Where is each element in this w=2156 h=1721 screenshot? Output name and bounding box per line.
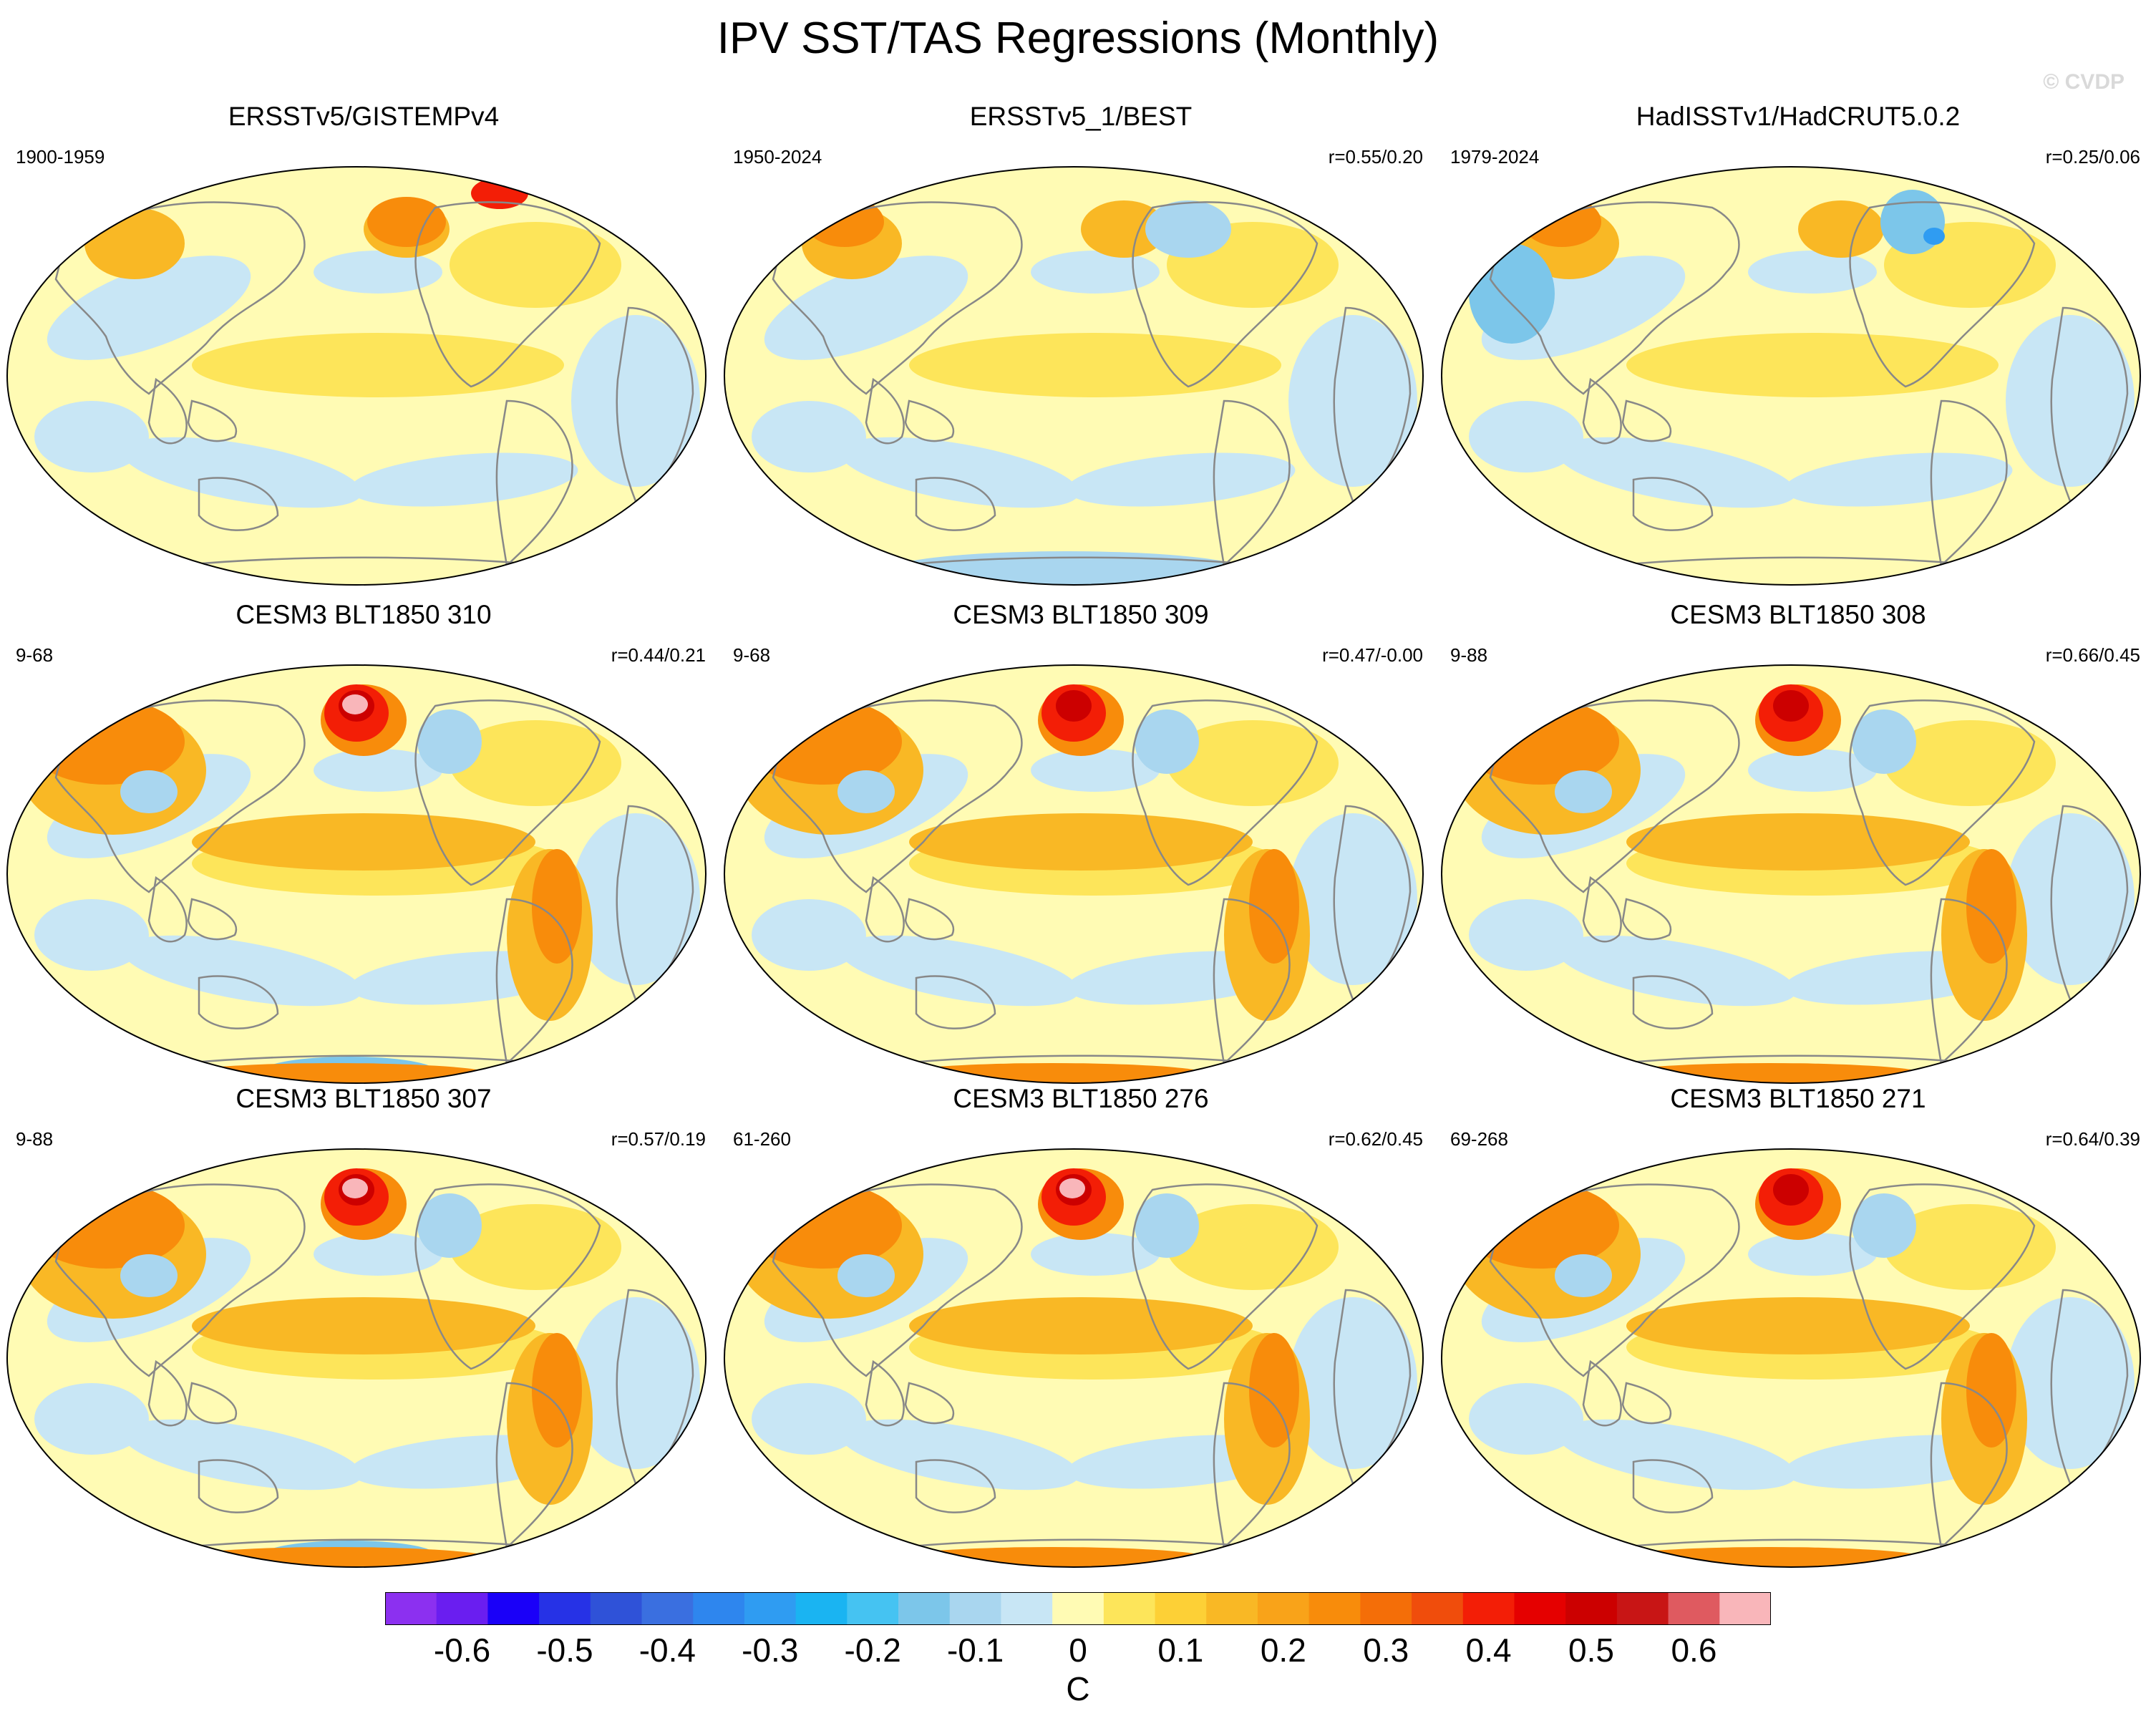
colorbar-swatch: [1001, 1592, 1053, 1625]
colorbar-swatch: [1616, 1592, 1669, 1625]
colorbar-tick-label: 0.1: [1157, 1632, 1204, 1669]
world-map: [6, 664, 706, 1084]
panel-title: ERSSTv5_1/BEST: [969, 102, 1193, 131]
panel-title: CESM3 BLT1850 276: [953, 1084, 1209, 1113]
colorbar-swatch: [1668, 1592, 1720, 1625]
colorbar-swatch: [1308, 1592, 1361, 1625]
colorbar-swatch: [1462, 1592, 1515, 1625]
panel-title: CESM3 BLT1850 308: [1670, 600, 1926, 629]
world-map: [1441, 1148, 2141, 1568]
colorbar-swatch: [1103, 1592, 1156, 1625]
colorbar-swatch: [487, 1592, 540, 1625]
colorbar-swatch: [1052, 1592, 1104, 1625]
colorbar-tick-label: -0.5: [536, 1632, 593, 1669]
colorbar-tick-label: 0.2: [1260, 1632, 1306, 1669]
panel-correlation: r=0.62/0.45: [1328, 1128, 1423, 1150]
panel-title: CESM3 BLT1850 307: [235, 1084, 492, 1113]
panel-correlation: r=0.66/0.45: [2045, 644, 2140, 666]
panel-title: HadISSTv1/HadCRUT5.0.2: [1636, 102, 1961, 131]
panel-correlation: r=0.25/0.06: [2045, 146, 2140, 168]
colorbar-swatch: [1155, 1592, 1207, 1625]
panel-correlation: r=0.57/0.19: [611, 1128, 706, 1150]
panel-period: 9-88: [16, 1128, 54, 1150]
map-panel: CESM3 BLT1850 308 9-88 r=0.66/0.45: [1440, 600, 2156, 1087]
colorbar-tick-label: 0: [1069, 1632, 1087, 1669]
panel-title: CESM3 BLT1850 271: [1670, 1084, 1926, 1113]
colorbar-swatch: [1257, 1592, 1310, 1625]
colorbar-swatch: [436, 1592, 488, 1625]
colorbar-tick-label: -0.1: [946, 1632, 1004, 1669]
panel-period: 9-88: [1450, 644, 1488, 666]
panel-correlation: r=0.64/0.39: [2045, 1128, 2140, 1150]
colorbar-swatch: [847, 1592, 899, 1625]
map-panel: CESM3 BLT1850 307 9-88 r=0.57/0.19: [6, 1084, 722, 1571]
colorbar-tick-label: 0.4: [1465, 1632, 1512, 1669]
colorbar-tick-label: -0.2: [844, 1632, 901, 1669]
map-panel: CESM3 BLT1850 309 9-68 r=0.47/-0.00: [723, 600, 1439, 1087]
panel-period: 1950-2024: [733, 146, 822, 168]
colorbar-swatch: [1412, 1592, 1464, 1625]
figure-title: IPV SST/TAS Regressions (Monthly): [717, 14, 1439, 63]
colorbar-swatch: [744, 1592, 797, 1625]
world-map: [1441, 166, 2141, 586]
map-panel: CESM3 BLT1850 271 69-268 r=0.64/0.39: [1440, 1084, 2156, 1571]
colorbar-swatch: [1719, 1592, 1771, 1625]
panel-period: 61-260: [733, 1128, 791, 1150]
panel-title: ERSSTv5/GISTEMPv4: [228, 102, 500, 131]
colorbar-swatch: [1514, 1592, 1566, 1625]
colorbar-swatch: [539, 1592, 591, 1625]
world-map: [6, 166, 706, 586]
panel-period: 69-268: [1450, 1128, 1508, 1150]
map-panel: CESM3 BLT1850 276 61-260 r=0.62/0.45: [723, 1084, 1439, 1571]
panel-correlation: r=0.47/-0.00: [1322, 644, 1423, 666]
map-panel: CESM3 BLT1850 310 9-68 r=0.44/0.21: [6, 600, 722, 1087]
colorbar-swatch: [949, 1592, 1001, 1625]
colorbar-swatch: [1206, 1592, 1258, 1625]
panel-correlation: r=0.55/0.20: [1328, 146, 1423, 168]
colorbar-swatch: [1565, 1592, 1618, 1625]
panel-period: 1979-2024: [1450, 146, 1540, 168]
world-map: [724, 1148, 1424, 1568]
colorbar-tick-label: -0.4: [638, 1632, 696, 1669]
colorbar-tick-label: 0.3: [1363, 1632, 1409, 1669]
world-map: [6, 1148, 706, 1568]
colorbar-swatch: [641, 1592, 694, 1625]
map-panel: ERSSTv5/GISTEMPv4 1900-1959: [6, 102, 722, 588]
colorbar-swatch: [795, 1592, 848, 1625]
map-panel: HadISSTv1/HadCRUT5.0.2 1979-2024 r=0.25/0.…: [1440, 102, 2156, 588]
colorbar-swatch: [590, 1592, 643, 1625]
colorbar-swatch: [1360, 1592, 1412, 1625]
colorbar-units: C: [1066, 1670, 1090, 1707]
panel-title: CESM3 BLT1850 310: [235, 600, 492, 629]
colorbar-swatch: [898, 1592, 951, 1625]
panel-period: 9-68: [733, 644, 771, 666]
panel-period: 1900-1959: [16, 146, 105, 168]
colorbar-tick-label: 0.5: [1568, 1632, 1615, 1669]
colorbar-tick-label: -0.6: [433, 1632, 491, 1669]
world-map: [724, 166, 1424, 586]
map-panel: ERSSTv5_1/BEST 1950-2024 r=0.55/0.20: [723, 102, 1439, 588]
world-map: [724, 664, 1424, 1084]
colorbar-tick-label: -0.3: [742, 1632, 799, 1669]
panel-period: 9-68: [16, 644, 54, 666]
panel-title: CESM3 BLT1850 309: [953, 600, 1209, 629]
colorbar-swatch: [693, 1592, 745, 1625]
panel-correlation: r=0.44/0.21: [611, 644, 706, 666]
colorbar: [385, 1592, 1771, 1625]
watermark: © CVDP: [2043, 70, 2125, 94]
colorbar-tick-label: 0.6: [1671, 1632, 1717, 1669]
colorbar-swatch: [385, 1592, 437, 1625]
world-map: [1441, 664, 2141, 1084]
